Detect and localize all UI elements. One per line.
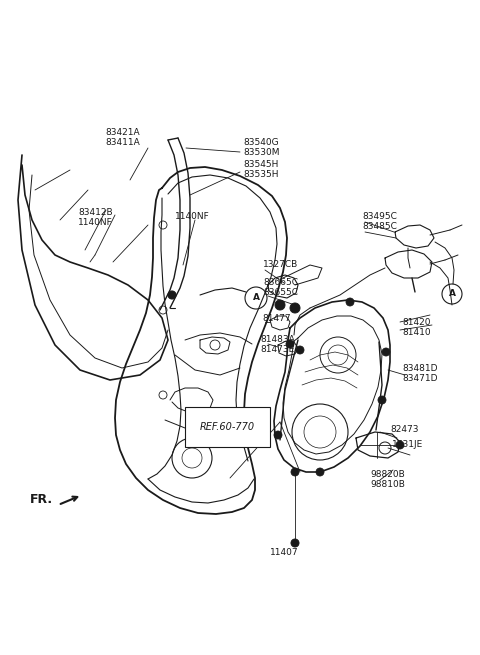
- Text: 83545H
83535H: 83545H 83535H: [243, 160, 278, 179]
- Circle shape: [296, 346, 304, 354]
- Text: 83495C
83485C: 83495C 83485C: [362, 212, 397, 231]
- Text: 83412B
1140NF: 83412B 1140NF: [78, 208, 113, 227]
- Text: 83540G
83530M: 83540G 83530M: [243, 138, 279, 157]
- Circle shape: [290, 303, 300, 313]
- Text: FR.: FR.: [30, 493, 53, 506]
- Text: 82473: 82473: [390, 425, 419, 434]
- Circle shape: [316, 468, 324, 476]
- Text: A: A: [252, 293, 260, 303]
- Text: 1140NF: 1140NF: [175, 212, 210, 221]
- Text: 98820B
98810B: 98820B 98810B: [370, 470, 405, 489]
- Text: 81420
81410: 81420 81410: [402, 318, 431, 337]
- Text: 83481D
83471D: 83481D 83471D: [402, 364, 437, 383]
- Circle shape: [378, 396, 386, 404]
- Text: 11407: 11407: [270, 548, 299, 557]
- Circle shape: [286, 340, 294, 348]
- Text: 83665C
83655C: 83665C 83655C: [263, 278, 298, 297]
- Circle shape: [274, 431, 282, 439]
- Text: 1327CB: 1327CB: [263, 260, 298, 269]
- Circle shape: [291, 468, 299, 476]
- Circle shape: [382, 348, 390, 356]
- Text: 83421A
83411A: 83421A 83411A: [105, 128, 140, 147]
- Circle shape: [396, 441, 404, 449]
- Circle shape: [291, 539, 299, 547]
- Text: A: A: [448, 290, 456, 299]
- Text: 81477: 81477: [262, 314, 290, 323]
- Circle shape: [168, 291, 176, 299]
- Text: REF.60-770: REF.60-770: [200, 422, 255, 432]
- Circle shape: [275, 300, 285, 310]
- Circle shape: [346, 298, 354, 306]
- Text: 1731JE: 1731JE: [392, 440, 423, 449]
- Text: 81483A
81473E: 81483A 81473E: [260, 335, 295, 354]
